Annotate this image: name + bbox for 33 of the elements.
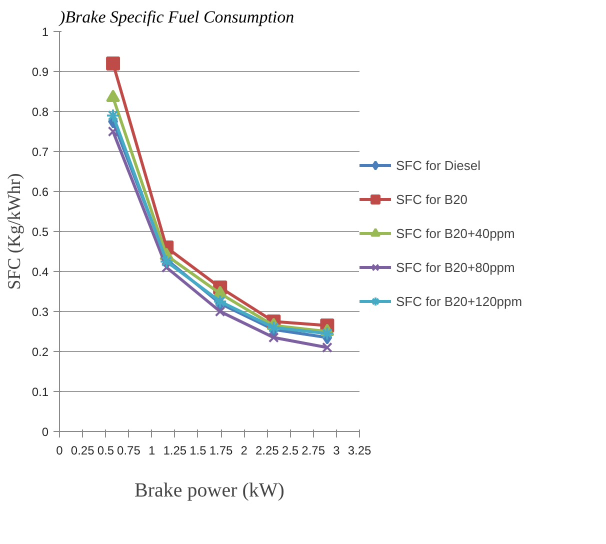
- x-tick-label: 0.25: [70, 444, 95, 458]
- legend-label: SFC for B20+80ppm: [396, 260, 515, 274]
- x-axis-title: Brake power (kW): [134, 480, 284, 502]
- x-tick-label: 0.5: [97, 444, 114, 458]
- y-tick-label: 0.8: [32, 105, 49, 119]
- y-tick-label: 0.2: [32, 345, 49, 359]
- x-tick-label: 2.75: [302, 444, 326, 458]
- x-tick-label: 2.5: [282, 444, 299, 458]
- legend-label: SFC for B20+40ppm: [396, 226, 515, 240]
- y-tick-label: 0.9: [32, 65, 49, 79]
- x-tick-label: 0.75: [117, 444, 141, 458]
- x-tick-label: 1: [148, 444, 156, 458]
- legend-label: SFC for B20: [396, 192, 468, 206]
- x-tick-label: 2.25: [256, 444, 280, 458]
- x-tick-label: 0: [56, 444, 64, 458]
- x-tick-label: 2: [240, 444, 248, 458]
- x-tick-label: 1.5: [190, 444, 207, 458]
- x-tick-label: 1.25: [163, 444, 187, 458]
- y-tick-label: 0: [42, 425, 49, 439]
- y-tick-label: 0.6: [32, 185, 49, 199]
- y-axis-title: SFC (Kg/kWhr): [4, 173, 24, 290]
- x-tick-label: 3.25: [348, 444, 372, 458]
- x-tick-label: 1.75: [209, 444, 234, 458]
- y-tick-label: 0.5: [32, 225, 49, 239]
- y-tick-label: 0.7: [32, 145, 49, 159]
- legend-label: SFC for Diesel: [396, 158, 481, 172]
- chart-title: )Brake Specific Fuel Consumption: [58, 8, 294, 26]
- y-tick-label: 0.4: [32, 265, 49, 279]
- y-tick-label: 0.1: [32, 385, 49, 399]
- legend-label: SFC for B20+120ppm: [396, 294, 522, 308]
- x-tick-label: 3: [333, 444, 340, 458]
- y-tick-label: 0.3: [32, 305, 49, 319]
- y-tick-label: 1: [42, 25, 49, 39]
